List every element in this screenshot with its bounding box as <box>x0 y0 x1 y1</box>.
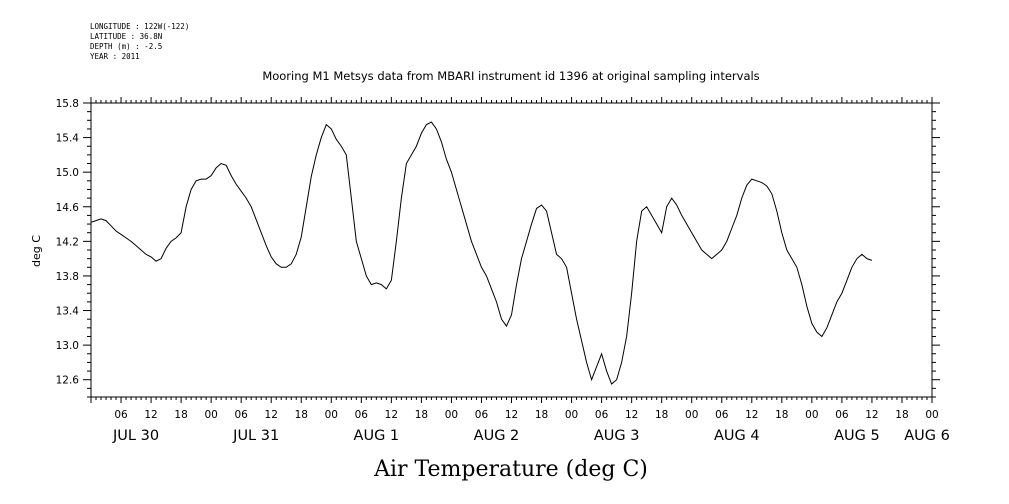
y-tick-labels: 12.6 13.0 13.4 13.8 14.2 14.6 15.0 15.4 15.8 <box>56 98 80 387</box>
x-axis-label: Air Temperature (deg C) <box>373 457 648 482</box>
x-tick-label: 12 <box>265 409 278 421</box>
year-text: YEAR : 2011 <box>90 52 140 61</box>
date-label: AUG 6 <box>904 428 950 444</box>
x-tick-label: 18 <box>775 409 788 421</box>
x-tick-label: 06 <box>475 409 489 421</box>
x-tick-label: 12 <box>745 409 758 421</box>
x-tick-label: 06 <box>715 409 729 421</box>
x-tick-label: 06 <box>835 409 849 421</box>
x-tick-label: 12 <box>865 409 878 421</box>
x-tick-label: 12 <box>144 409 157 421</box>
x-tick-label: 00 <box>325 409 338 421</box>
x-tick-label: 06 <box>595 409 609 421</box>
x-tick-label: 12 <box>625 409 638 421</box>
x-tick-label: 06 <box>114 409 128 421</box>
x-tick-label: 06 <box>355 409 369 421</box>
x-tick-label: 12 <box>505 409 518 421</box>
x-tick-label: 00 <box>685 409 698 421</box>
x-tick-label: 18 <box>295 409 308 421</box>
longitude-text: LONGITUDE : 122W(-122) <box>90 22 190 31</box>
date-labels: JUL 30 JUL 31 AUG 1 AUG 2 AUG 3 AUG 4 AUG 5 AUG… <box>112 428 950 444</box>
x-tick-label: 06 <box>234 409 248 421</box>
y-tick-label: 15.4 <box>56 133 80 145</box>
date-label: JUL 30 <box>112 428 159 444</box>
y-tick-label: 13.4 <box>56 306 80 318</box>
depth-text: DEPTH (m) : -2.5 <box>90 42 163 51</box>
date-label: AUG 4 <box>714 428 760 444</box>
x-tick-label: 18 <box>895 409 908 421</box>
x-tick-label: 18 <box>415 409 428 421</box>
latitude-text: LATITUDE : 36.8N <box>90 32 163 41</box>
x-tick-label: 18 <box>174 409 187 421</box>
x-tick-label: 00 <box>565 409 578 421</box>
x-tick-label: 18 <box>535 409 548 421</box>
tick-marks <box>83 97 940 403</box>
y-tick-label: 14.2 <box>56 236 79 248</box>
x-tick-label: 00 <box>925 409 938 421</box>
date-label: AUG 1 <box>354 428 400 444</box>
y-tick-label: 13.8 <box>56 271 79 283</box>
x-tick-label: 00 <box>805 409 818 421</box>
chart-title: Mooring M1 Metsys data from MBARI instru… <box>262 69 759 83</box>
date-label: JUL 31 <box>232 428 279 444</box>
y-tick-label: 15.0 <box>56 167 79 179</box>
y-axis-label: deg C <box>30 235 43 267</box>
date-label: AUG 3 <box>594 428 640 444</box>
y-tick-label: 14.6 <box>56 202 80 214</box>
y-tick-label: 15.8 <box>56 98 79 110</box>
series-line-0 <box>90 121 873 385</box>
x-tick-label: 18 <box>655 409 668 421</box>
plot-frame <box>90 102 933 398</box>
x-tick-label: 12 <box>385 409 398 421</box>
metadata-block: LONGITUDE : 122W(-122) LATITUDE : 36.8N … <box>90 22 189 62</box>
date-label: AUG 2 <box>474 428 520 444</box>
date-label: AUG 5 <box>834 428 880 444</box>
x-tick-labels: 06 12 18 00 06 12 18 00 06 12 18 00 06 12 18 00 06 12 18 00… <box>114 409 938 421</box>
y-tick-label: 12.6 <box>56 375 80 387</box>
y-tick-label: 13.0 <box>56 340 79 352</box>
x-tick-label: 00 <box>445 409 458 421</box>
x-tick-label: 00 <box>204 409 217 421</box>
series-layer <box>90 121 873 385</box>
